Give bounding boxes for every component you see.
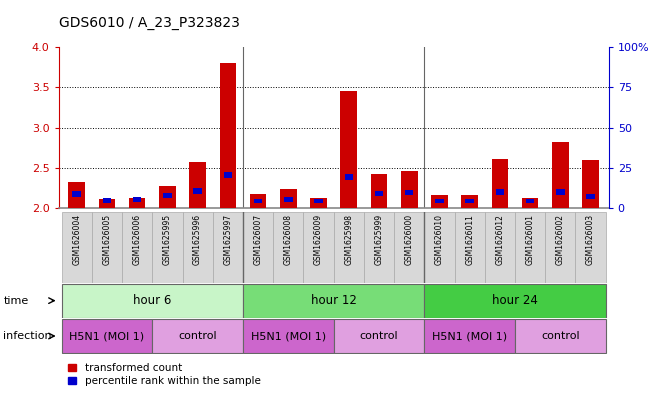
FancyBboxPatch shape — [243, 319, 333, 353]
Text: GSM1625995: GSM1625995 — [163, 214, 172, 265]
Bar — [68, 182, 85, 208]
Text: hour 24: hour 24 — [492, 294, 538, 307]
Text: hour 12: hour 12 — [311, 294, 357, 307]
FancyBboxPatch shape — [333, 212, 364, 283]
Bar — [465, 199, 474, 204]
Bar — [552, 142, 568, 208]
FancyBboxPatch shape — [243, 284, 424, 318]
Bar — [189, 162, 206, 208]
Bar — [495, 189, 504, 195]
Bar — [311, 198, 327, 208]
FancyBboxPatch shape — [485, 212, 515, 283]
Text: GSM1626012: GSM1626012 — [495, 214, 505, 265]
Bar — [280, 189, 297, 208]
Text: hour 6: hour 6 — [133, 294, 171, 307]
Bar — [431, 195, 448, 208]
Bar — [401, 171, 417, 208]
Bar — [375, 191, 383, 196]
Text: GSM1626008: GSM1626008 — [284, 214, 293, 265]
Text: H5N1 (MOI 1): H5N1 (MOI 1) — [432, 331, 507, 341]
Bar — [72, 191, 81, 197]
Text: time: time — [3, 296, 29, 306]
Bar — [250, 194, 266, 208]
Text: GSM1626005: GSM1626005 — [102, 214, 111, 265]
Bar — [193, 188, 202, 194]
FancyBboxPatch shape — [152, 319, 243, 353]
Bar — [405, 190, 413, 195]
Bar — [254, 199, 262, 204]
FancyBboxPatch shape — [243, 212, 273, 283]
FancyBboxPatch shape — [62, 212, 92, 283]
Bar — [99, 198, 115, 208]
Bar — [284, 197, 292, 202]
Bar — [582, 160, 599, 208]
FancyBboxPatch shape — [333, 319, 424, 353]
Bar — [526, 199, 534, 204]
Text: GSM1625997: GSM1625997 — [223, 214, 232, 265]
FancyBboxPatch shape — [424, 319, 515, 353]
FancyBboxPatch shape — [92, 212, 122, 283]
Text: GSM1626007: GSM1626007 — [254, 214, 262, 265]
FancyBboxPatch shape — [515, 319, 605, 353]
Legend: transformed count, percentile rank within the sample: transformed count, percentile rank withi… — [64, 359, 265, 390]
FancyBboxPatch shape — [394, 212, 424, 283]
Text: GSM1625999: GSM1625999 — [374, 214, 383, 265]
Bar — [556, 189, 564, 195]
Bar — [522, 198, 538, 208]
Text: GSM1626009: GSM1626009 — [314, 214, 323, 265]
Bar — [587, 194, 595, 198]
FancyBboxPatch shape — [424, 212, 454, 283]
Text: control: control — [359, 331, 398, 341]
FancyBboxPatch shape — [454, 212, 485, 283]
Bar — [344, 174, 353, 180]
Text: GSM1626004: GSM1626004 — [72, 214, 81, 265]
FancyBboxPatch shape — [62, 319, 152, 353]
Bar — [159, 186, 176, 208]
Text: GSM1625998: GSM1625998 — [344, 214, 353, 265]
Text: control: control — [178, 331, 217, 341]
Bar — [163, 193, 172, 198]
Text: GSM1626000: GSM1626000 — [405, 214, 413, 265]
Bar — [103, 198, 111, 203]
Bar — [224, 172, 232, 178]
Bar — [129, 198, 145, 208]
FancyBboxPatch shape — [575, 212, 605, 283]
Text: H5N1 (MOI 1): H5N1 (MOI 1) — [70, 331, 145, 341]
FancyBboxPatch shape — [273, 212, 303, 283]
FancyBboxPatch shape — [364, 212, 394, 283]
FancyBboxPatch shape — [213, 212, 243, 283]
Text: GSM1626003: GSM1626003 — [586, 214, 595, 265]
Text: control: control — [541, 331, 579, 341]
Bar — [462, 195, 478, 208]
Text: GSM1626010: GSM1626010 — [435, 214, 444, 265]
Text: GSM1626002: GSM1626002 — [556, 214, 565, 265]
Bar — [370, 174, 387, 208]
FancyBboxPatch shape — [303, 212, 333, 283]
Bar — [314, 199, 323, 204]
Text: infection: infection — [3, 331, 52, 341]
FancyBboxPatch shape — [515, 212, 545, 283]
FancyBboxPatch shape — [182, 212, 213, 283]
Text: GSM1626001: GSM1626001 — [525, 214, 534, 265]
Bar — [492, 159, 508, 208]
Bar — [133, 197, 141, 202]
Text: GSM1626011: GSM1626011 — [465, 214, 474, 265]
FancyBboxPatch shape — [122, 212, 152, 283]
Text: GSM1625996: GSM1625996 — [193, 214, 202, 265]
Text: GDS6010 / A_23_P323823: GDS6010 / A_23_P323823 — [59, 16, 240, 30]
Bar — [340, 91, 357, 208]
FancyBboxPatch shape — [62, 284, 243, 318]
Text: GSM1626006: GSM1626006 — [133, 214, 142, 265]
FancyBboxPatch shape — [152, 212, 182, 283]
Bar — [435, 199, 443, 204]
Text: H5N1 (MOI 1): H5N1 (MOI 1) — [251, 331, 326, 341]
FancyBboxPatch shape — [424, 284, 605, 318]
FancyBboxPatch shape — [545, 212, 575, 283]
Bar — [219, 63, 236, 208]
